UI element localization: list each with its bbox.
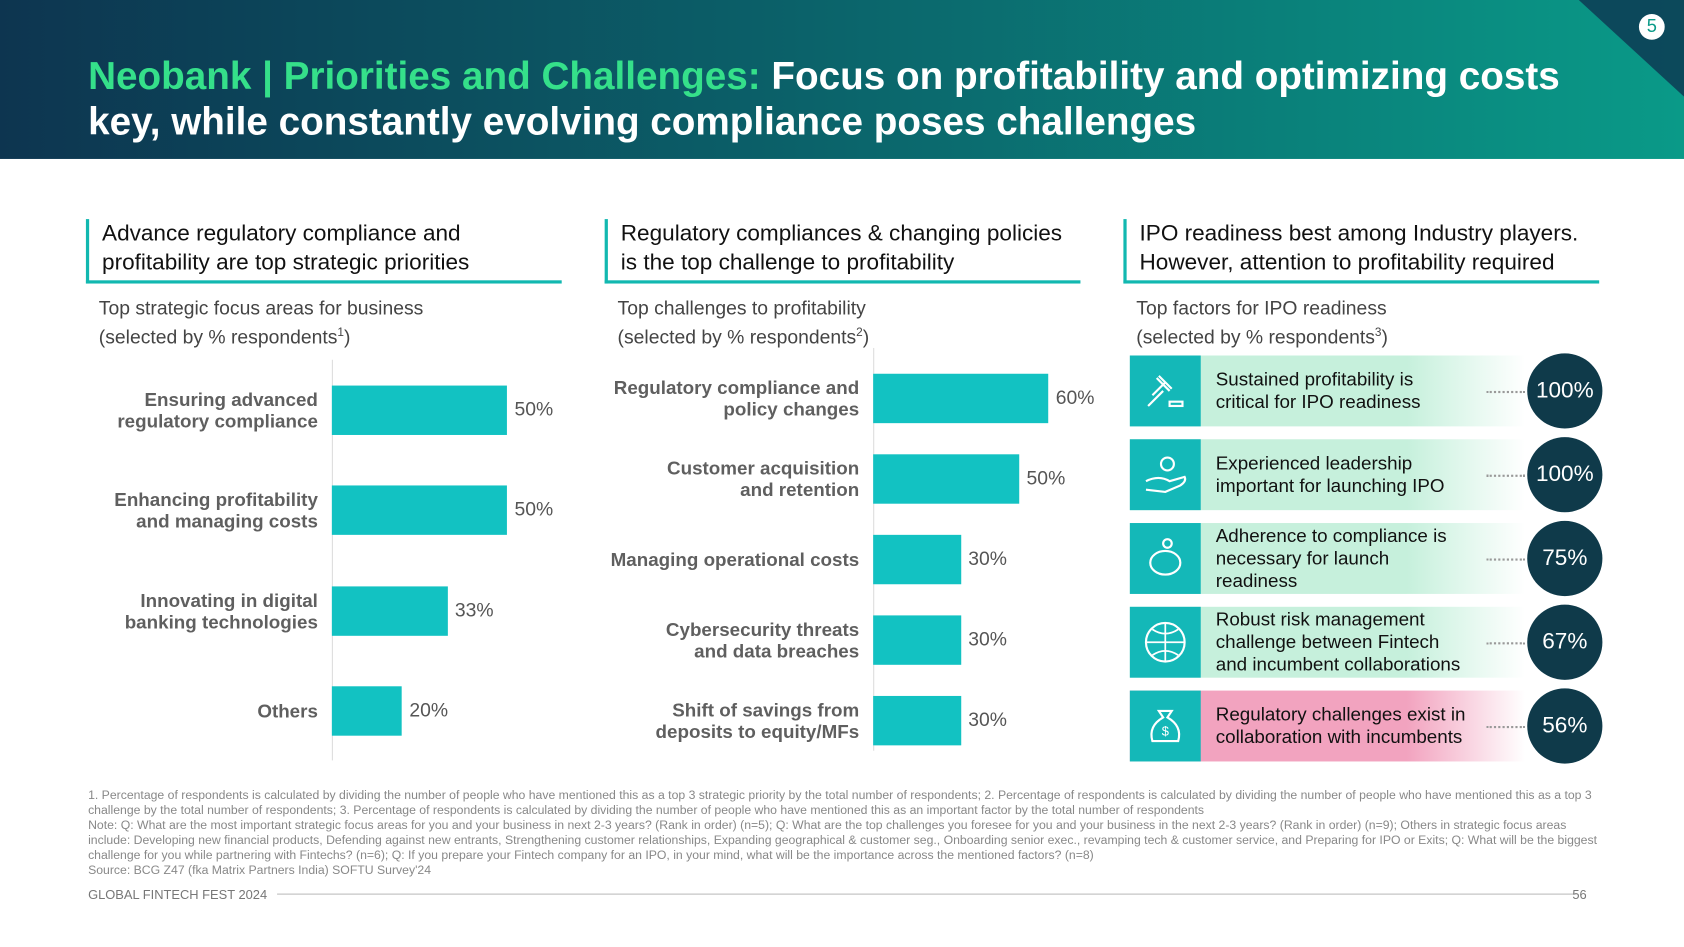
category-label: Customer acquisition and retention	[667, 457, 860, 501]
bar	[873, 695, 961, 746]
axis-line	[331, 359, 333, 761]
bar	[873, 373, 1049, 424]
subtitle-end: )	[1381, 326, 1388, 348]
footnote-ref: 2	[856, 326, 863, 340]
card: $ Regulatory challenges exist in collabor…	[1129, 690, 1526, 762]
icon-box	[1129, 355, 1201, 427]
footnotes: 1. Percentage of respondents is calculat…	[88, 788, 1597, 878]
bar	[331, 686, 402, 736]
category-label: Regulatory compliance and policy changes	[613, 376, 860, 420]
leader-dots	[1486, 726, 1526, 729]
footnote: 1. Percentage of respondents is calculat…	[88, 789, 1592, 818]
value-label: 33%	[454, 598, 494, 621]
leader-dots	[1486, 390, 1526, 394]
badge-circle: 67%	[1527, 604, 1603, 680]
subtitle-line: Top challenges to profitability	[617, 297, 866, 319]
value-label: 30%	[968, 547, 1007, 570]
footer-page: 56	[1572, 887, 1587, 903]
footnote: Note: Q: What are the most important str…	[88, 819, 1598, 863]
subtitle-line: (selected by % respondents3)	[1136, 321, 1388, 350]
subtitle-text: (selected by % respondents	[617, 326, 857, 348]
badge-circle: 100%	[1527, 437, 1603, 513]
category-label: Ensuring advanced regulatory compliance	[117, 388, 318, 432]
subtitle-line: (selected by % respondents2)	[618, 321, 870, 350]
icon	[1144, 621, 1186, 663]
card: Robust risk management challenge between…	[1129, 606, 1526, 678]
subtitle-text: (selected by % respondents	[98, 326, 338, 348]
card-text: Adherence to compliance is necessary for…	[1215, 524, 1447, 592]
subtitle-text: (selected by % respondents	[1136, 326, 1375, 348]
subtitle-end: )	[343, 326, 351, 348]
leader-dots	[1486, 474, 1526, 477]
icon: $	[1150, 709, 1181, 743]
category-label: Cybersecurity threats and data breaches	[665, 618, 860, 662]
value-label: 30%	[968, 628, 1007, 650]
badge-circle: 75%	[1527, 520, 1603, 597]
bar	[331, 385, 507, 435]
badge-circle: 100%	[1527, 353, 1603, 429]
bar	[331, 485, 507, 536]
footnote-ref: 1	[337, 326, 344, 340]
page-badge: 5	[1638, 13, 1665, 40]
bar	[873, 534, 961, 585]
panel-heading: IPO readiness best among Industry player…	[1123, 219, 1600, 284]
panel-heading: Regulatory compliances & changing polici…	[604, 219, 1081, 284]
icon	[1147, 375, 1184, 408]
category-label: Others	[257, 700, 318, 722]
category-label: Innovating in digital banking technologi…	[124, 589, 318, 633]
category-label: Enhancing profitability and managing cos…	[114, 488, 318, 532]
panel-subtitle: Top strategic focus areas for business (s…	[99, 296, 424, 350]
bar	[331, 585, 448, 636]
title: Neobank | Priorities and Challenges: Foc…	[88, 54, 1560, 144]
icon	[1149, 538, 1182, 576]
value-label: 20%	[409, 699, 449, 721]
icon-box: $	[1129, 690, 1201, 762]
value-label: 50%	[1026, 467, 1066, 489]
panel-subtitle: Top challenges to profitability (selected…	[618, 296, 870, 350]
category-label: Managing operational costs	[610, 548, 860, 571]
card-text: Experienced leadership important for lau…	[1215, 452, 1445, 497]
badge-circle: 56%	[1527, 688, 1603, 764]
corner-decor	[1578, 0, 1684, 97]
card: Experienced leadership important for lau…	[1129, 439, 1526, 511]
subtitle-end: )	[862, 326, 870, 348]
card: Adherence to compliance is necessary for…	[1129, 523, 1526, 594]
subtitle-line: Top factors for IPO readiness	[1136, 297, 1387, 319]
svg-text:$: $	[1162, 724, 1169, 739]
footer-rule	[277, 893, 1577, 895]
header-band: Neobank | Priorities and Challenges: Foc…	[0, 0, 1684, 159]
leader-dots	[1486, 642, 1526, 645]
title-rest: Focus on profitability and optimizing co…	[771, 53, 1560, 98]
leader-dots	[1486, 558, 1526, 561]
value-label: 50%	[514, 498, 554, 521]
value-label: 50%	[514, 398, 554, 420]
subtitle-line: (selected by % respondents1)	[99, 321, 424, 350]
bar	[873, 615, 961, 665]
icon-box	[1129, 523, 1201, 594]
panel-subtitle: Top factors for IPO readiness (selected b…	[1136, 296, 1388, 350]
footnote: Source: BCG Z47 (fka Matrix Partners Ind…	[88, 864, 432, 878]
value-label: 30%	[968, 708, 1007, 731]
card-text: Robust risk management challenge between…	[1215, 608, 1461, 676]
title-line-2: key, while constantly evolving complianc…	[88, 98, 1197, 143]
footer-event: GLOBAL FINTECH FEST 2024	[88, 887, 268, 903]
icon-box	[1129, 606, 1201, 678]
card: Sustained profitability is critical for …	[1129, 355, 1526, 427]
title-highlight: Neobank | Priorities and Challenges:	[88, 53, 761, 98]
subtitle-line: Top strategic focus areas for business	[98, 297, 424, 319]
value-label: 60%	[1055, 386, 1095, 409]
icon-box	[1129, 439, 1201, 511]
card-text: Regulatory challenges exist in collabora…	[1215, 703, 1466, 748]
card-text: Sustained profitability is critical for …	[1215, 368, 1421, 413]
icon	[1145, 456, 1187, 493]
bar	[873, 454, 1020, 504]
category-label: Shift of savings from deposits to equity…	[655, 699, 860, 743]
footnote-ref: 3	[1374, 326, 1382, 340]
panel-heading: Advance regulatory compliance and profit…	[85, 219, 562, 284]
